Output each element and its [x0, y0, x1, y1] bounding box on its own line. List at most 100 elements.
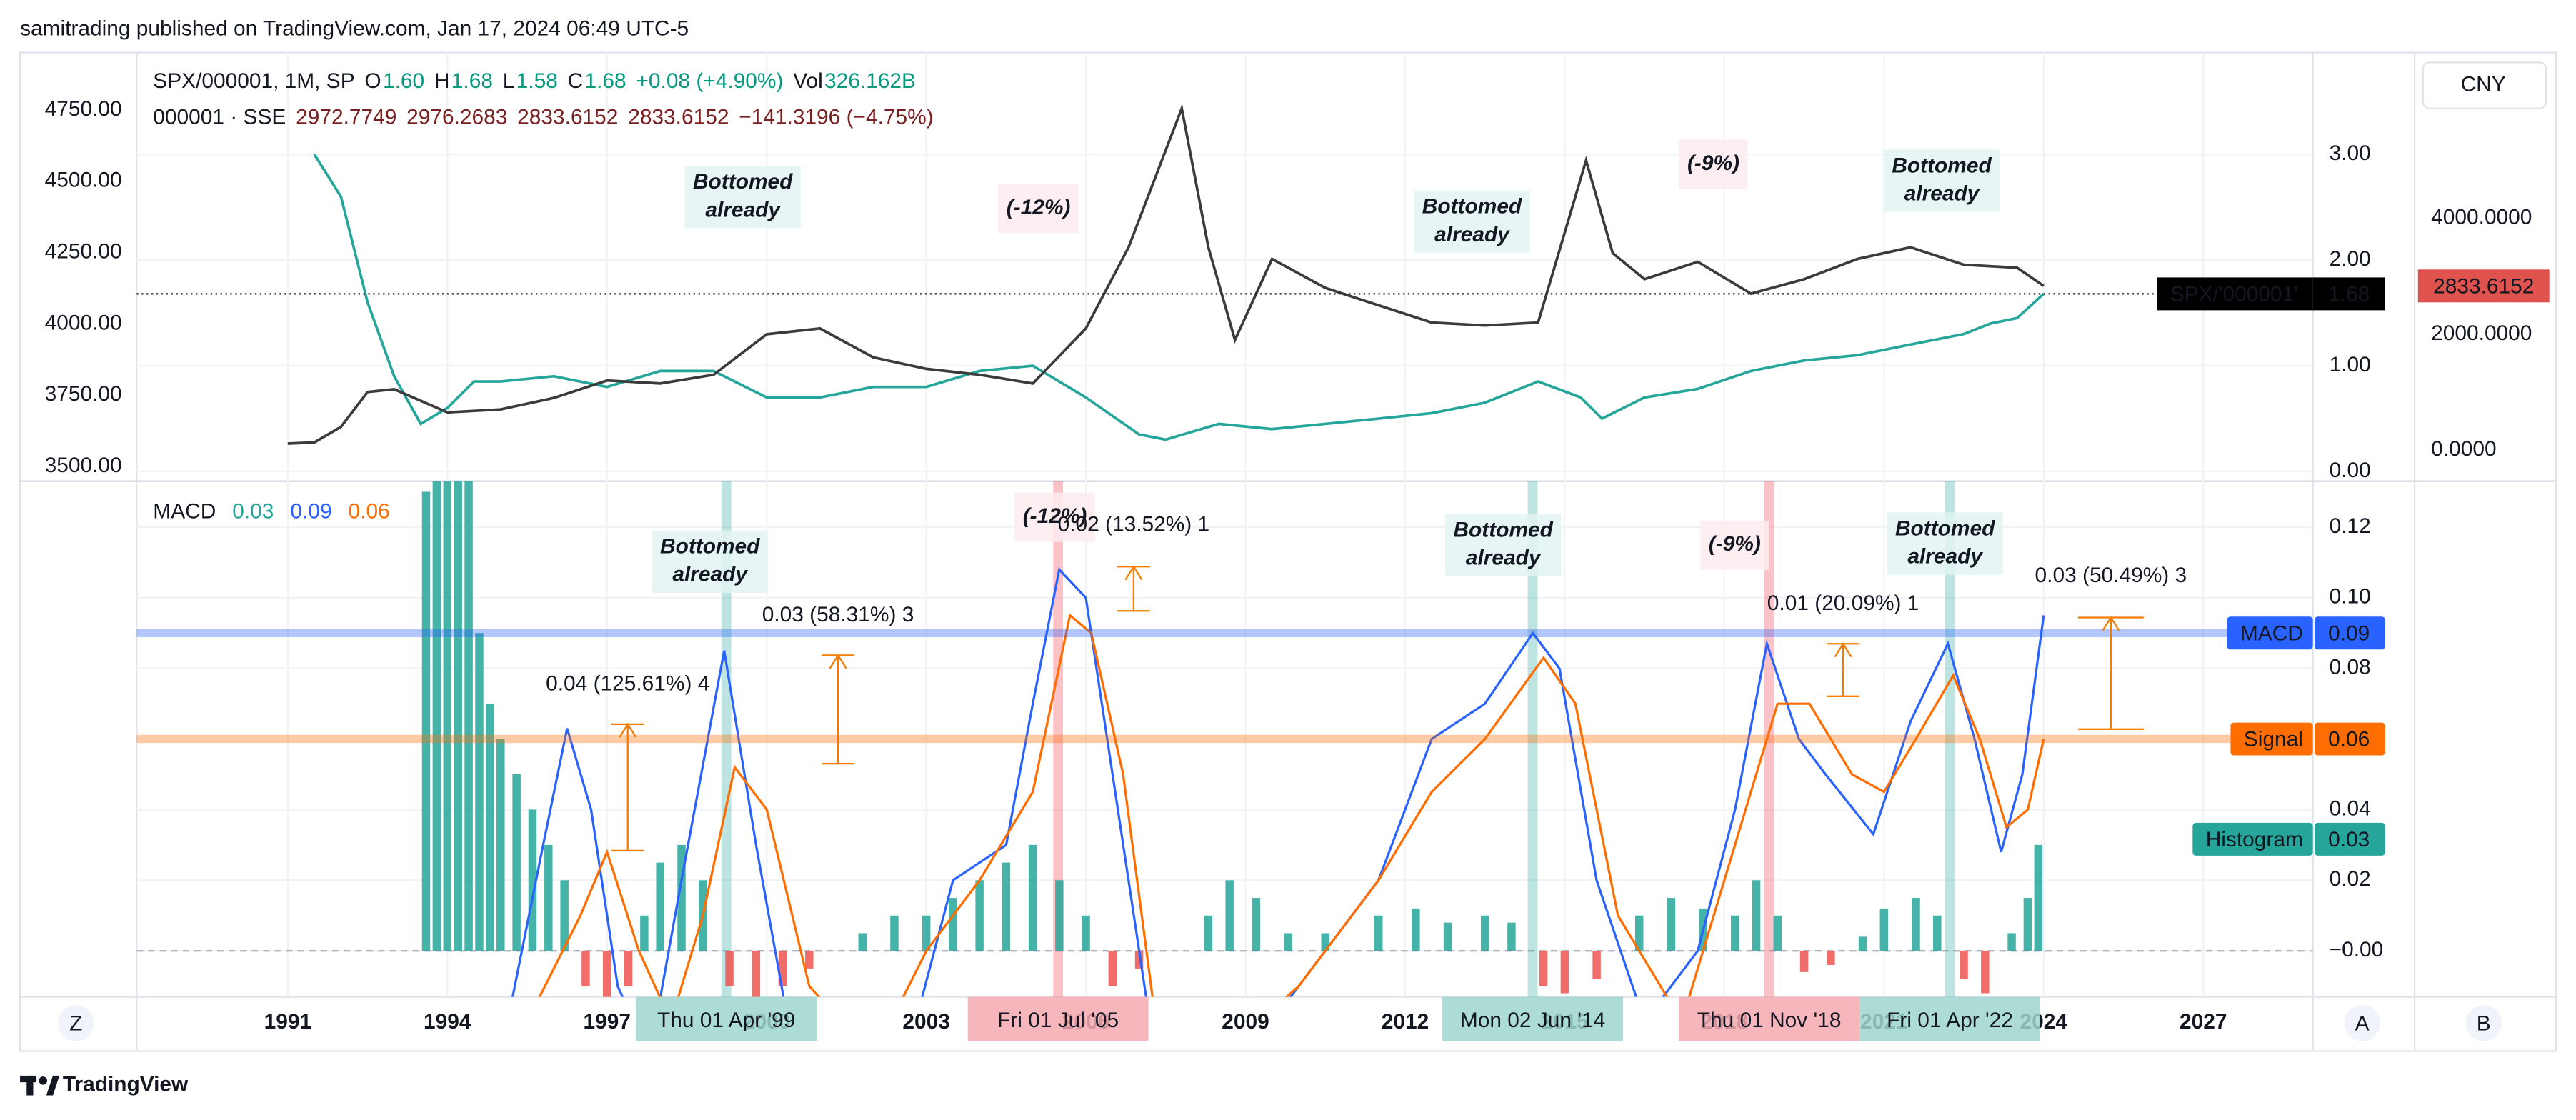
cny-tick-label: 2000.0000 [2431, 321, 2532, 345]
measure-label: 0.02 (13.52%) 1 [1058, 513, 1210, 536]
toolbar-button[interactable] [57, 1005, 94, 1041]
histogram-bar [1082, 915, 1090, 951]
annotation-bg [684, 166, 801, 229]
ratio-tick-label: 2.00 [2330, 247, 2371, 271]
footer-brand: TradingView [63, 1073, 189, 1096]
legend-line: SPX/000001, 1M, SP O 1.60 H 1.68 L 1.58 C 1.68 +0… [153, 69, 916, 93]
measure-label: 0.03 (58.31%) 3 [762, 603, 914, 626]
annotation-text: (-12%) [1007, 196, 1071, 219]
annotation-text: already [1466, 546, 1542, 570]
annotation: (-9%) [1700, 520, 1769, 570]
macd-tick-label: 0.12 [2330, 514, 2371, 538]
histogram-bar [512, 774, 521, 951]
measure-head [829, 654, 847, 669]
price-tag [2312, 277, 2385, 311]
histogram-bar [1912, 898, 1920, 951]
indicator-line [538, 613, 2045, 997]
indicator-tag [2230, 722, 2313, 756]
price-tag-label: 2833.6152 [2433, 274, 2534, 298]
price-line [287, 104, 2045, 445]
legend-value: 1.68 [451, 69, 493, 93]
indicator-tag-label: MACD [2240, 621, 2303, 645]
annotation: Bottomed already [652, 530, 768, 593]
currency-box[interactable] [2422, 61, 2547, 109]
histogram-bar [1799, 951, 1809, 972]
annotation: Bottomed already [1444, 514, 1562, 576]
annotation-bg [1883, 149, 2000, 212]
legend-value: −141.3196 (−4.75%) [739, 105, 933, 129]
histogram-bar [1858, 936, 1867, 951]
histogram-bar [624, 951, 633, 986]
x-tick-label: 2027 [2180, 1010, 2227, 1034]
legend-key: O [364, 69, 381, 93]
indicator-value: 0.06 [2328, 728, 2370, 751]
measure-label: 0.03 (50.49%) 3 [2035, 564, 2187, 587]
annotation: (-9%) [1679, 139, 1748, 189]
histogram-bar [2034, 844, 2043, 951]
histogram-bar [1321, 933, 1330, 951]
cny-tick-label: 0.0000 [2431, 437, 2496, 461]
histogram-bar [1443, 922, 1452, 951]
date-label: Fri 01 Apr '22 [1887, 1009, 2013, 1032]
x-tick-label: 1991 [264, 1010, 311, 1034]
toolbar-button-label[interactable]: B [2477, 1012, 2491, 1036]
histogram-bar [1731, 915, 1739, 951]
indicator-tag-label: Signal [2244, 728, 2303, 751]
histogram-bar [602, 951, 611, 997]
histogram-bar [1539, 951, 1548, 986]
legend-line: 000001 · SSE 2972.7749 2976.2683 2833.6152 2… [153, 105, 933, 129]
measure-head [619, 722, 637, 738]
price-tag-label: 1.68 [2328, 283, 2370, 306]
date-highlight [1053, 481, 1064, 997]
macd-tick-label: 0.08 [2330, 656, 2371, 679]
annotation-bg [1679, 139, 1748, 189]
annotation-text: already [1434, 223, 1510, 246]
histogram-bar [1204, 915, 1213, 951]
legend-key: H [434, 69, 450, 93]
histogram-bar [752, 951, 761, 997]
histogram-bar [560, 880, 569, 951]
histogram-bar [1960, 951, 1968, 979]
histogram-bar [475, 633, 484, 951]
histogram-bar [1592, 951, 1601, 979]
histogram-bar [1374, 915, 1383, 951]
x-tick-label: 2003 [902, 1010, 949, 1034]
annotation: Bottomed already [684, 166, 801, 229]
date-label-bg [1679, 996, 1860, 1041]
histogram-bar [581, 951, 590, 986]
histogram-bar [1002, 862, 1011, 951]
histogram-bar [677, 844, 686, 951]
toolbar-button[interactable] [2344, 1005, 2380, 1041]
toolbar-button-label[interactable]: A [2355, 1012, 2370, 1036]
toolbar-button-label[interactable]: Z [69, 1012, 82, 1036]
indicator-value-tag [2314, 616, 2385, 650]
annotation-text: Bottomed [1895, 516, 1995, 540]
legend-value: +0.08 (+4.90%) [636, 69, 783, 93]
histogram-bar [421, 491, 431, 951]
indicator-tag-label: Histogram [2206, 828, 2303, 851]
histogram-bar [922, 915, 931, 951]
footer-logo [20, 1075, 60, 1096]
histogram-bar [1752, 880, 1761, 951]
measure-head [2102, 616, 2120, 631]
toolbar-button[interactable] [2465, 1005, 2502, 1041]
annotation-text: Bottomed [693, 170, 793, 194]
legend-key: L [503, 69, 515, 93]
byline: samitrading published on TradingView.com… [20, 16, 689, 40]
macd-pane [421, 481, 2045, 997]
histogram-bar [443, 481, 452, 951]
histogram-bar [2023, 898, 2032, 951]
indicator-value: 0.03 [2328, 828, 2370, 851]
histogram-bar [496, 739, 505, 951]
macd-legend: MACD 0.03 0.09 0.06 [153, 499, 389, 523]
histogram-bar [1981, 951, 1990, 994]
annotation-text: Bottomed [660, 535, 760, 559]
histogram-bar [1827, 951, 1835, 965]
histogram-bar [1560, 951, 1569, 994]
histogram-bar [2007, 933, 2016, 951]
legend-key: Vol [793, 69, 823, 93]
frame [19, 51, 2557, 1052]
ratio-tick-label: 3.00 [2330, 141, 2371, 165]
currency[interactable]: CNY [2461, 72, 2506, 96]
